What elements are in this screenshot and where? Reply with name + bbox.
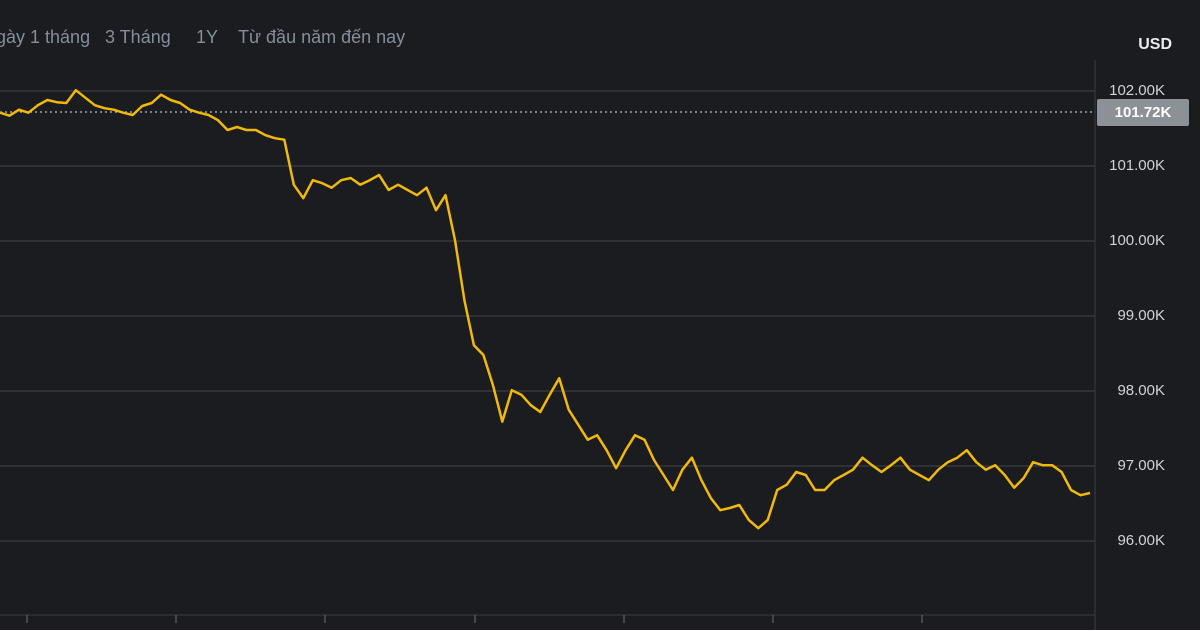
y-tick-label: 102.00K [1109,82,1165,99]
x-ticks [26,615,923,623]
y-tick-label: 96.00K [1117,532,1165,549]
y-tick-label: 100.00K [1109,232,1165,249]
price-tag [1097,98,1189,126]
price-tag-label: 101.72K [1115,104,1172,121]
y-tick-label: 98.00K [1117,382,1165,399]
price-line [0,88,1091,530]
range-button[interactable]: Từ đầu năm đến nay [238,27,405,47]
range-button[interactable]: gày 1 tháng [0,27,90,47]
range-button[interactable]: 1Y [196,27,218,47]
range-button[interactable]: 3 Tháng [105,27,171,47]
y-tick-label: 101.00K [1109,157,1165,174]
y-tick-label: 97.00K [1117,457,1165,474]
y-tick-label: 99.00K [1117,307,1165,324]
unit-label: USD [1138,36,1172,53]
